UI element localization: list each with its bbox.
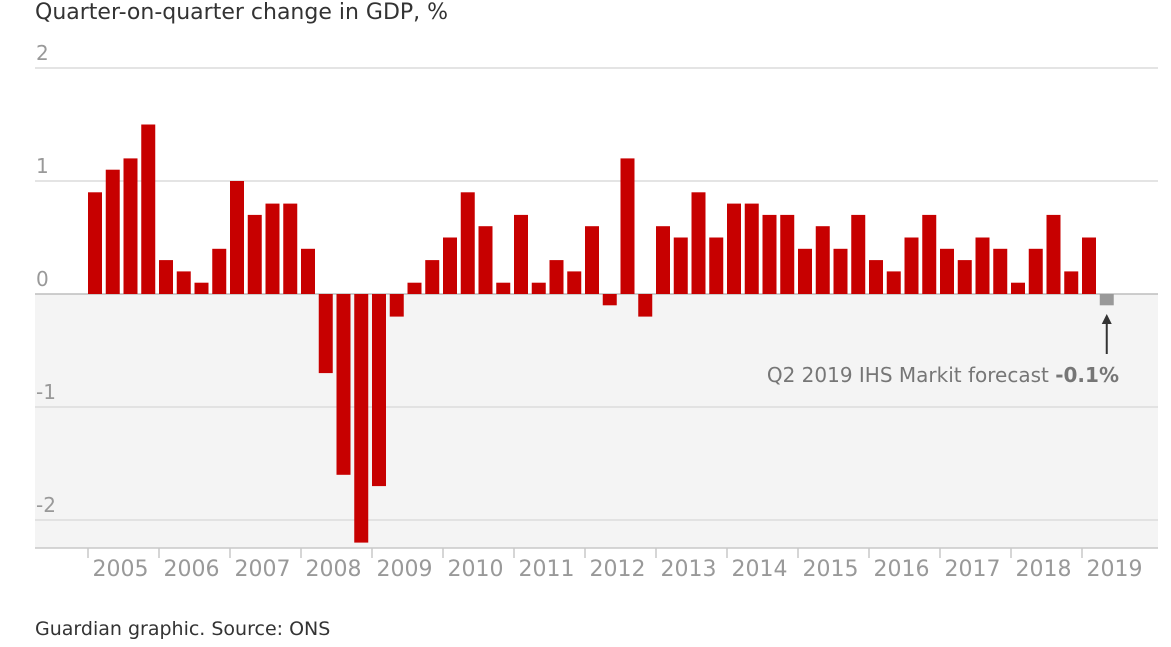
y-tick-label: -1 <box>36 380 56 404</box>
gdp-bar <box>1028 248 1043 294</box>
gdp-bar <box>443 237 457 294</box>
gdp-bar <box>1046 214 1061 294</box>
x-tick-label: 2010 <box>448 557 504 582</box>
x-tick-label: 2008 <box>306 557 362 582</box>
source-note: Guardian graphic. Source: ONS <box>35 618 331 640</box>
gdp-bar <box>798 248 812 294</box>
gdp-bar <box>141 124 156 294</box>
negative-region <box>35 294 1158 548</box>
x-tick-label: 2015 <box>803 557 859 582</box>
gdp-bar <box>194 282 209 294</box>
gdp-bar <box>957 260 972 294</box>
gdp-bar <box>709 237 724 294</box>
gdp-bar <box>425 260 440 294</box>
gdp-bar <box>886 271 901 294</box>
gdp-bar <box>212 248 227 294</box>
x-tick-label: 2017 <box>945 557 1001 582</box>
x-tick-label: 2005 <box>93 557 149 582</box>
x-tick-label: 2013 <box>661 557 717 582</box>
gdp-bar <box>247 214 262 294</box>
y-tick-label: 0 <box>36 267 49 291</box>
annotation-arrow-head <box>1101 314 1112 324</box>
gdp-bar <box>105 169 120 294</box>
chart-title: Quarter-on-quarter change in GDP, % <box>35 0 449 25</box>
gdp-bar <box>354 294 369 543</box>
gdp-bar <box>833 248 848 294</box>
gdp-bar <box>620 158 635 294</box>
gdp-bar <box>318 294 333 374</box>
gdp-bar <box>159 260 173 294</box>
gdp-bar <box>567 271 582 294</box>
x-tick-label: 2012 <box>590 557 646 582</box>
gdp-bar <box>283 203 298 294</box>
gdp-bar <box>389 294 404 317</box>
gdp-bar <box>460 192 475 294</box>
gdp-bar <box>531 282 546 294</box>
gdp-bar <box>549 260 564 294</box>
x-tick-label: 2018 <box>1016 557 1072 582</box>
gdp-bar <box>744 203 759 294</box>
gdp-bar <box>638 294 653 317</box>
gdp-bar <box>372 294 386 487</box>
x-tick-label: 2019 <box>1087 557 1143 582</box>
gdp-bar <box>514 214 528 294</box>
x-tick-label: 2014 <box>732 557 788 582</box>
gdp-bar <box>922 214 937 294</box>
gdp-bar <box>727 203 741 294</box>
y-tick-label: 2 <box>36 41 49 65</box>
gdp-bar <box>869 260 883 294</box>
forecast-bar <box>1099 294 1114 306</box>
x-tick-label: 2007 <box>235 557 291 582</box>
gdp-bar <box>88 192 102 294</box>
gdp-bar <box>993 248 1008 294</box>
gdp-bar <box>1082 237 1096 294</box>
gdp-bar <box>851 214 866 294</box>
gdp-bar <box>230 181 244 294</box>
gdp-bar <box>940 248 954 294</box>
gdp-bar <box>301 248 315 294</box>
gdp-bar <box>478 226 493 294</box>
y-tick-label: 1 <box>36 154 49 178</box>
gdp-bar <box>656 226 670 294</box>
annotation-label: Q2 2019 IHS Markit forecast <box>767 363 1055 387</box>
x-tick-label: 2009 <box>377 557 433 582</box>
gdp-bar <box>602 294 617 306</box>
x-tick-label: 2011 <box>519 557 575 582</box>
gdp-bar <box>407 282 422 294</box>
gdp-bar <box>336 294 351 475</box>
forecast-annotation: Q2 2019 IHS Markit forecast -0.1% <box>767 363 1119 387</box>
gdp-bar <box>780 214 795 294</box>
gdp-bar <box>585 226 599 294</box>
gdp-bar <box>904 237 919 294</box>
gdp-bar <box>673 237 688 294</box>
gdp-bar <box>815 226 830 294</box>
gdp-bar <box>496 282 511 294</box>
gdp-bar <box>762 214 777 294</box>
x-tick-label: 2016 <box>874 557 930 582</box>
gdp-bar <box>176 271 191 294</box>
gdp-bar <box>1064 271 1079 294</box>
gdp-bar <box>691 192 706 294</box>
gdp-bar <box>265 203 280 294</box>
annotation-value: -0.1% <box>1055 363 1119 387</box>
gdp-bar <box>123 158 138 294</box>
y-tick-label: -2 <box>36 493 56 517</box>
gdp-bar <box>1011 282 1025 294</box>
x-tick-label: 2006 <box>164 557 220 582</box>
gdp-bar <box>975 237 990 294</box>
